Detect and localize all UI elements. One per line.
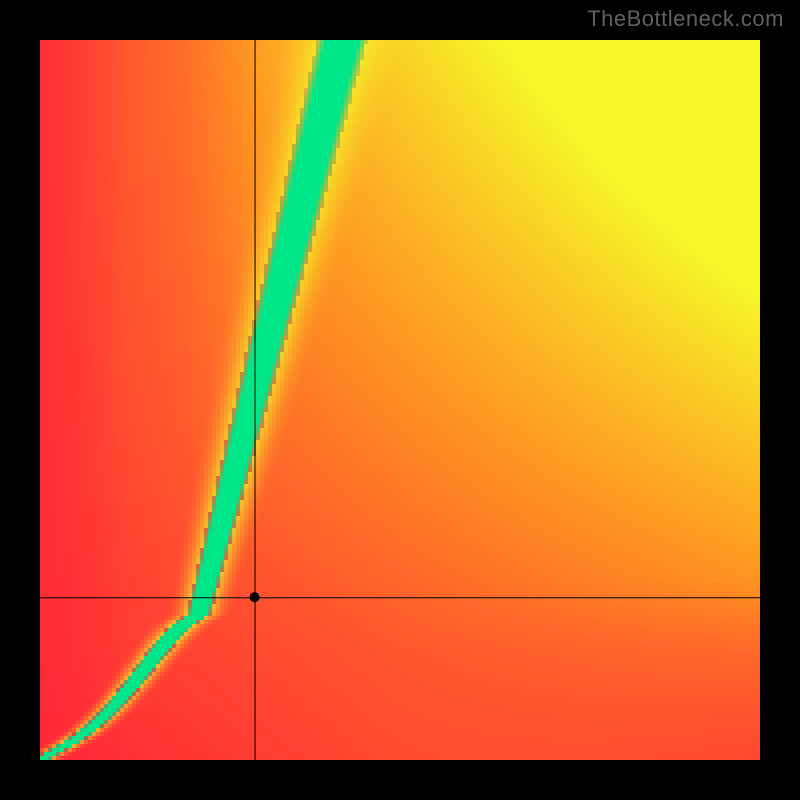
heatmap-plot <box>40 40 760 760</box>
watermark-text: TheBottleneck.com <box>587 6 784 32</box>
heatmap-canvas <box>40 40 760 760</box>
